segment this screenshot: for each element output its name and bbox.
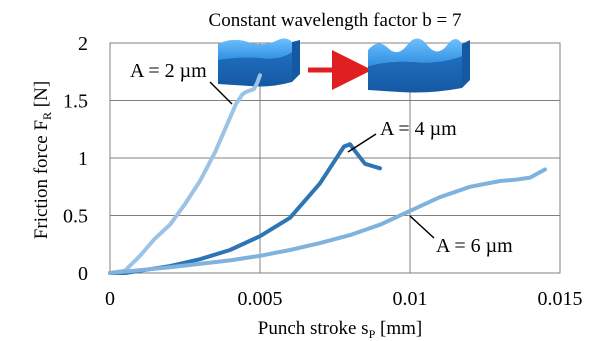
series-annotations: A = 2 µm A = 4 µm A = 6 µm [130,60,513,257]
annotation-leader-a2 [209,81,233,105]
chart-title: Constant wavelength factor b = 7 [209,10,462,31]
series-line-1 [108,73,262,275]
wavy-surface-block [368,38,470,93]
flat-surface-block [218,38,300,87]
annotation-leader-a6 [409,215,435,239]
y-tick-label: 2 [78,33,88,55]
y-tick-label: 1 [78,148,88,170]
y-tick-labels: 0 0.5 1 1.5 2 [63,33,88,285]
series-line-3 [108,167,547,275]
y-axis-label: Friction force FR [N] [31,81,54,239]
series-line-2 [108,142,382,275]
annotation-leader-a4 [347,133,377,153]
grid-lines [109,42,561,274]
plot-frame [109,42,561,274]
x-tick-label: 0.01 [393,288,428,310]
annotation-label-a6: A = 6 µm [436,235,513,257]
x-tick-label: 0.005 [238,288,283,310]
x-axis-label: Punch stroke sP [mm] [258,318,422,341]
x-tick-labels: 0 0.005 0.01 0.015 [105,288,583,310]
y-tick-label: 1.5 [63,91,88,113]
y-tick-label: 0 [78,263,88,285]
y-tick-label: 0.5 [63,206,88,228]
data-series [108,73,547,275]
surface-inset [218,38,470,93]
x-tick-label: 0 [105,288,115,310]
annotation-label-a4: A = 4 µm [380,118,457,140]
annotation-label-a2: A = 2 µm [130,60,207,82]
x-tick-label: 0.015 [538,288,583,310]
